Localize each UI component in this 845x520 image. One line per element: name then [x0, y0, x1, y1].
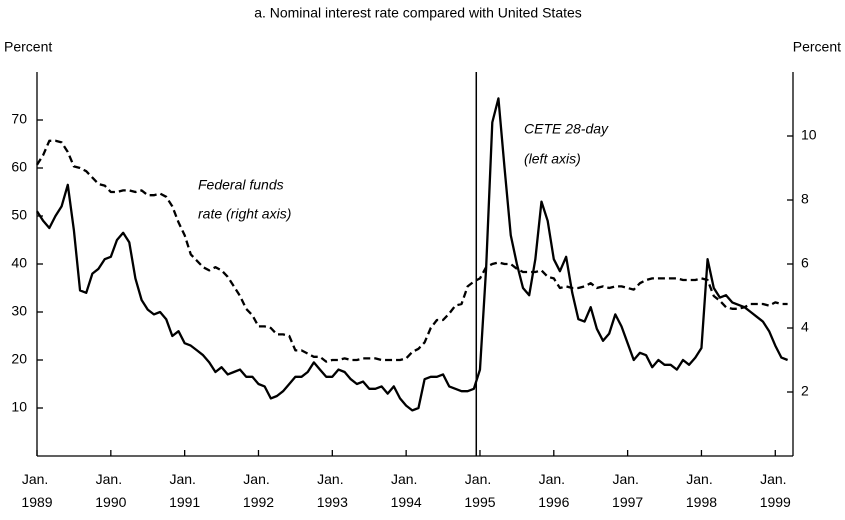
series-line: [36, 139, 788, 363]
x-tick-label: Jan. 1996: [538, 471, 569, 510]
y2-tick-label: 8: [801, 191, 809, 207]
x-tick-label: Jan. 1997: [612, 471, 643, 510]
x-tick-label: Jan. 1998: [686, 471, 717, 510]
x-tick-label: Jan. 1995: [464, 471, 495, 510]
y-tick-label: 70: [11, 111, 27, 127]
x-tick-label: Jan. 1990: [95, 471, 126, 510]
x-tick-label: Jan. 1994: [391, 471, 422, 510]
y-tick-label: 40: [11, 255, 27, 271]
annotation: rate (right axis): [198, 206, 291, 222]
y2-tick-label: 2: [801, 383, 809, 399]
y2-tick-label: 4: [801, 319, 809, 335]
x-tick-label: Jan. 1989: [21, 471, 52, 510]
x-tick-label: Jan. 1992: [243, 471, 274, 510]
y2-axis-label: Percent: [793, 39, 841, 55]
y2-tick-label: 6: [801, 255, 809, 271]
annotation: (left axis): [524, 151, 581, 167]
y-tick-label: 30: [11, 303, 27, 319]
annotation: CETE 28-day: [524, 121, 609, 137]
y-tick-label: 10: [11, 399, 27, 415]
y2-tick-label: 10: [801, 127, 817, 143]
x-tick-label: Jan. 1999: [760, 471, 791, 510]
x-tick-label: Jan. 1991: [169, 471, 200, 510]
x-tick-label: Jan. 1993: [317, 471, 348, 510]
y-tick-label: 60: [11, 159, 27, 175]
y-tick-label: 20: [11, 351, 27, 367]
series-line: [36, 97, 789, 412]
y-tick-label: 50: [11, 207, 27, 223]
chart-title: a. Nominal interest rate compared with U…: [254, 5, 582, 21]
y-axis-label: Percent: [4, 39, 52, 55]
annotation: Federal funds: [198, 177, 284, 193]
